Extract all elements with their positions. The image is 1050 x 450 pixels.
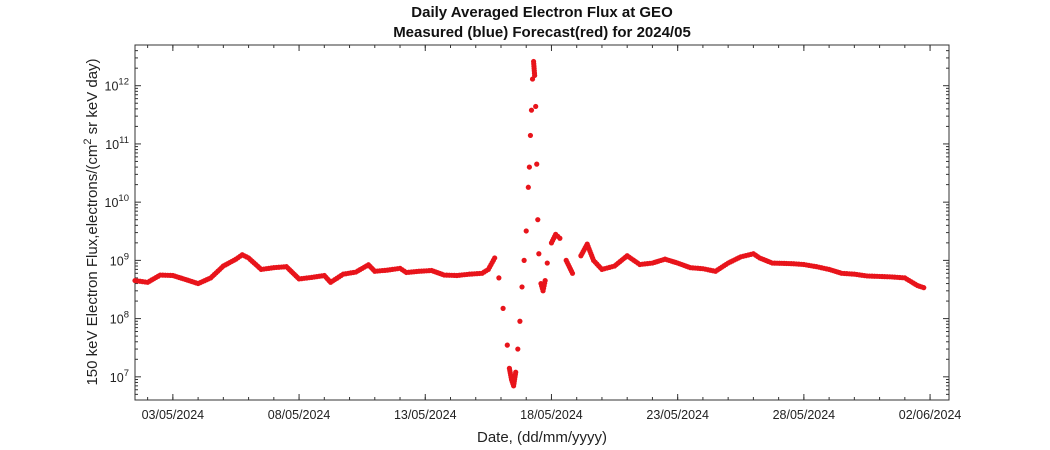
data-point — [542, 277, 548, 284]
y-tick-exponent: 11 — [119, 135, 129, 146]
y-tick-base: 10 — [105, 196, 119, 210]
y-tick-base: 10 — [110, 254, 124, 268]
data-point — [513, 369, 519, 375]
data-point — [534, 161, 540, 167]
data-point — [492, 255, 498, 261]
x-tick-label: 13/05/2024 — [394, 408, 457, 422]
plot-frame — [134, 44, 950, 401]
data-point — [521, 257, 527, 263]
y-axis-label: 150 keV Electron Flux,electrons/(cm2 sr … — [82, 58, 101, 385]
data-point — [500, 305, 506, 311]
data-point — [528, 107, 535, 113]
y-tick-base: 10 — [110, 313, 124, 327]
y-axis-label-main: 150 keV Electron Flux,electrons/(cm — [84, 145, 101, 386]
data-point — [496, 275, 502, 281]
chart-subtitle: Measured (blue) Forecast(red) for 2024/0… — [393, 24, 691, 41]
data-point — [921, 285, 927, 291]
data-series — [132, 58, 927, 389]
data-point — [527, 132, 534, 139]
y-axis-label-superscript: 2 — [82, 138, 94, 144]
y-tick-label: 109 — [110, 251, 129, 268]
y-tick-exponent: 8 — [124, 310, 129, 321]
data-point — [569, 270, 576, 276]
y-tick-exponent: 10 — [118, 193, 129, 204]
data-point — [523, 228, 529, 234]
data-point — [525, 184, 531, 190]
data-point — [519, 284, 525, 290]
y-tick-base: 10 — [105, 80, 119, 94]
x-tick-label: 18/05/2024 — [520, 408, 583, 422]
data-point — [536, 251, 542, 257]
data-point — [532, 72, 538, 79]
data-point — [526, 164, 532, 170]
y-tick-exponent: 7 — [124, 368, 129, 379]
data-point — [504, 342, 510, 348]
y-tick-label: 107 — [110, 368, 129, 385]
y-tick-label: 1010 — [105, 193, 129, 210]
y-tick-label: 1011 — [105, 135, 129, 152]
y-axis-label-tail: sr keV day) — [84, 58, 101, 138]
data-point — [533, 103, 539, 110]
y-tick-base: 10 — [105, 138, 119, 152]
y-tick-label: 1012 — [105, 77, 129, 94]
data-point — [517, 318, 523, 324]
x-axis-label: Date, (dd/mm/yyyy) — [477, 429, 607, 446]
data-point — [535, 217, 541, 223]
y-tick-label: 108 — [110, 310, 129, 327]
x-tick-label: 28/05/2024 — [773, 408, 836, 422]
y-tick-exponent: 12 — [118, 77, 129, 88]
data-point — [544, 260, 550, 266]
x-tick-label: 03/05/2024 — [142, 408, 205, 422]
data-point — [515, 346, 521, 352]
x-tick-label: 23/05/2024 — [646, 408, 709, 422]
x-tick-label: 02/06/2024 — [899, 408, 962, 422]
chart-title: Daily Averaged Electron Flux at GEO — [411, 4, 673, 21]
data-point — [557, 235, 563, 241]
y-tick-base: 10 — [110, 371, 124, 385]
y-tick-exponent: 9 — [124, 251, 129, 262]
x-tick-label: 08/05/2024 — [268, 408, 331, 422]
x-axis: 03/05/2024 08/05/2024 13/05/2024 18/05/2024… — [142, 45, 962, 422]
